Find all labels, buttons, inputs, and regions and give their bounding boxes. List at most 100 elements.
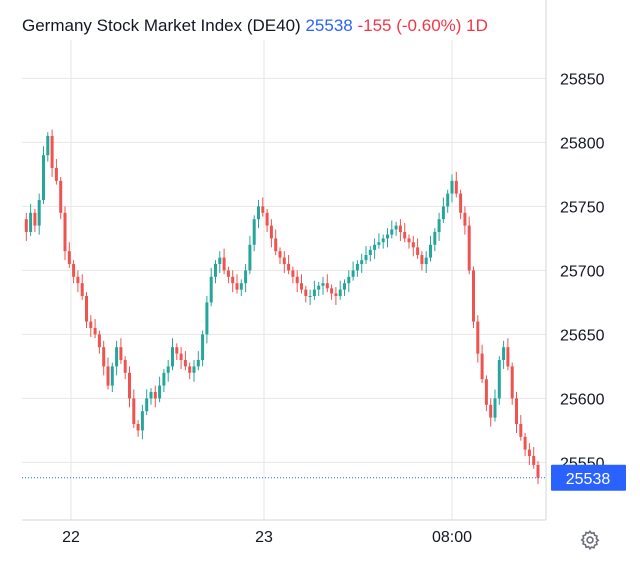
y-tick-label: 25600 (560, 391, 605, 408)
price-change-percent: (-0.60%) (396, 16, 462, 35)
candle-body (261, 206, 265, 213)
candle-body (515, 398, 518, 424)
x-tick-label: 08:00 (432, 529, 472, 546)
candle-body (355, 264, 359, 271)
candle-body (351, 270, 355, 277)
candle-body (480, 353, 484, 380)
candle-body (291, 270, 295, 277)
candle-body (476, 321, 480, 354)
candle-body (489, 404, 493, 418)
candle-body (222, 257, 226, 271)
candle-body (381, 238, 385, 243)
candle-body (252, 219, 256, 245)
candle-body (72, 264, 76, 277)
candle-body (166, 366, 170, 373)
candle-body (407, 238, 411, 243)
candle-body (519, 424, 523, 437)
candle-body (386, 234, 389, 239)
candle-body (214, 264, 217, 277)
candle-body (287, 264, 291, 271)
candle-body (76, 276, 80, 284)
candle-body (37, 200, 41, 226)
candle-body (441, 206, 445, 220)
candle-body (149, 392, 153, 399)
candle-body (196, 360, 200, 367)
candle-body (188, 366, 192, 373)
candle-body (33, 212, 37, 226)
x-tick-label: 22 (62, 529, 80, 546)
candle-body (338, 289, 342, 296)
y-tick-label: 25750 (560, 199, 605, 216)
y-tick-label: 25700 (560, 263, 605, 280)
candle-body (510, 366, 514, 399)
candle-body (295, 276, 299, 284)
candle-body (235, 283, 239, 290)
candle-body (274, 238, 278, 252)
candle-body (110, 366, 114, 386)
candle-body (403, 232, 407, 239)
candle-body (484, 379, 488, 405)
candle-body (192, 366, 196, 373)
x-tick-label: 23 (255, 529, 273, 546)
candle-body (42, 155, 45, 200)
candle-body (300, 283, 303, 290)
candle-body (257, 206, 260, 220)
candle-body (231, 276, 235, 284)
candle-body (218, 257, 222, 264)
symbol-title: Germany Stock Market Index (DE40) (22, 16, 301, 35)
candle-body (390, 229, 394, 235)
candle-body (343, 283, 346, 290)
candle-body (416, 247, 420, 256)
candle-body (278, 251, 282, 258)
candle-body (46, 136, 50, 156)
candle-body (454, 180, 458, 194)
candle-body (183, 360, 187, 367)
candle-body (429, 244, 432, 258)
candle-body (248, 244, 252, 271)
candle-body (450, 180, 454, 194)
candle-body (80, 283, 84, 296)
candle-body (424, 257, 428, 264)
candle-body (179, 353, 183, 360)
candle-body (373, 244, 377, 250)
candle-body (325, 283, 329, 289)
candle-body (446, 193, 450, 207)
candle-body (239, 283, 243, 290)
candle-body (140, 411, 144, 431)
candle-body (201, 334, 205, 360)
candle-body (308, 296, 312, 297)
candle-body (502, 347, 506, 360)
candle-body (330, 288, 334, 294)
candle-body (102, 347, 106, 367)
candle-body (377, 242, 381, 245)
candle-body (145, 398, 149, 412)
candle-body (123, 360, 127, 373)
candle-body (368, 249, 372, 256)
candle-body (433, 232, 437, 245)
candle-body (334, 293, 338, 296)
candle-body (106, 366, 110, 386)
last-price-label: 25538 (566, 471, 611, 488)
interval-label[interactable]: 1D (466, 16, 488, 35)
candle-body (93, 328, 97, 335)
gear-icon[interactable] (579, 529, 601, 551)
candle-body (411, 242, 415, 248)
candle-body (420, 255, 424, 264)
candle-body (437, 219, 441, 232)
candle-body (158, 385, 162, 399)
y-tick-label: 25800 (560, 135, 605, 152)
candle-body (171, 347, 174, 367)
candle-body (128, 372, 131, 399)
candle-body (527, 449, 531, 456)
candle-body (153, 392, 157, 399)
candle-body (360, 260, 364, 264)
candle-body (89, 321, 93, 328)
candle-body (50, 136, 54, 168)
candle-body (97, 334, 101, 348)
candle-body (459, 193, 463, 213)
candle-body (493, 398, 497, 418)
candle-body (523, 436, 527, 450)
candle-body (398, 225, 402, 232)
candle-body (132, 398, 136, 424)
